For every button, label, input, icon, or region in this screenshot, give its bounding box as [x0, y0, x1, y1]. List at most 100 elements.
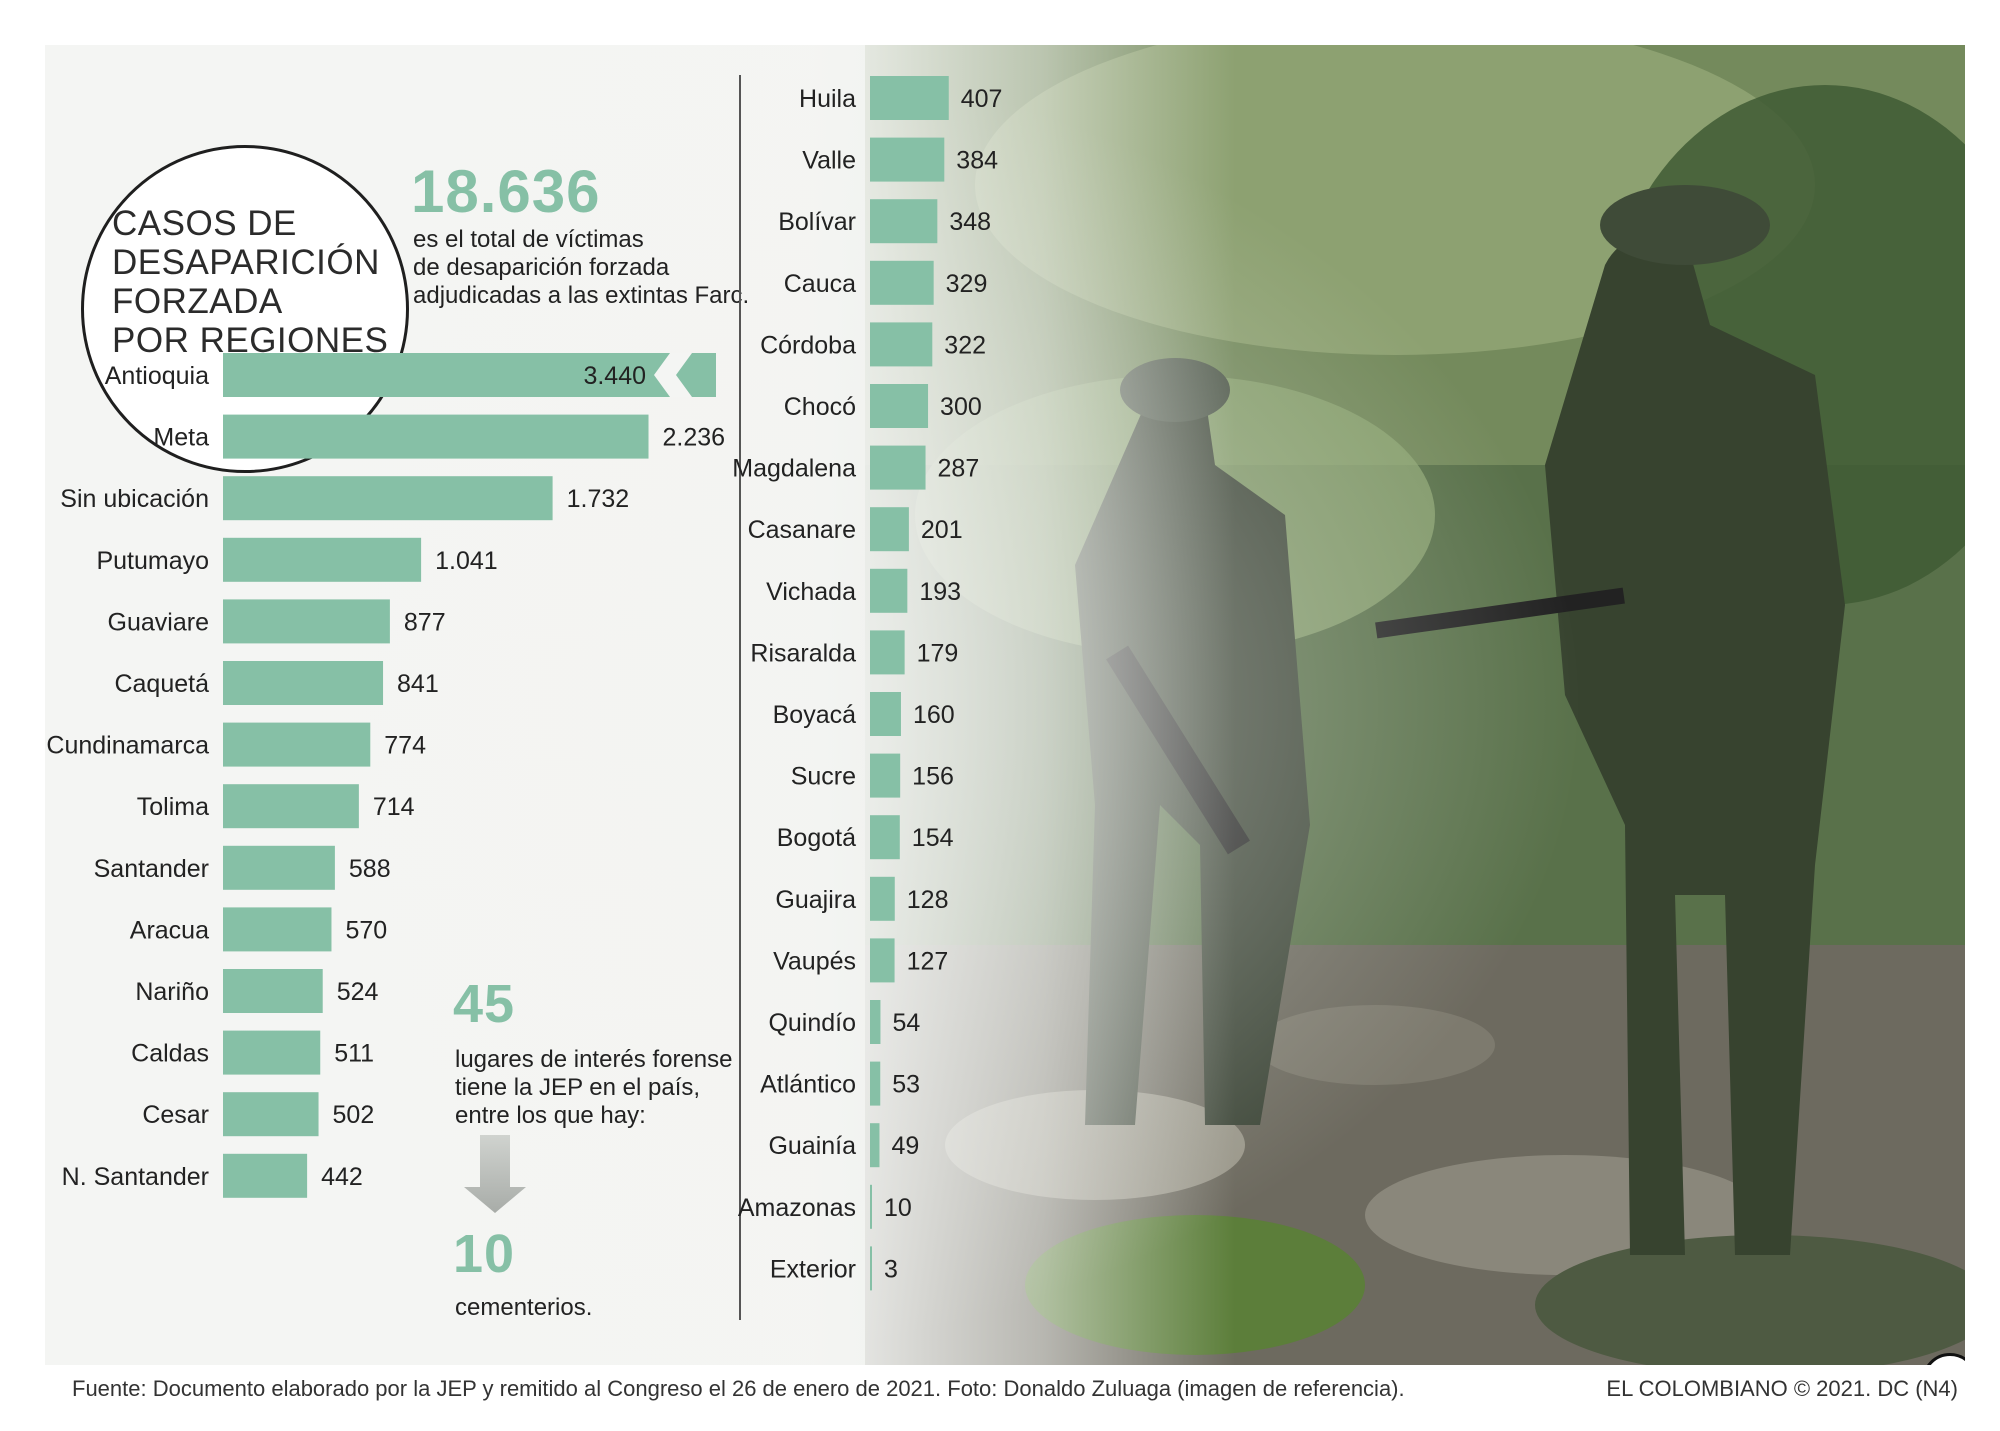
- category-label-huila: Huila: [799, 85, 856, 113]
- bar-cordoba: [870, 322, 933, 367]
- bar-magdalena: [870, 445, 926, 490]
- category-label-risaralda: Risaralda: [750, 639, 856, 667]
- bar-santander: [223, 845, 335, 890]
- value-label-guajira: 128: [907, 886, 949, 914]
- value-label-n-santander: 442: [321, 1163, 363, 1191]
- category-label-boyaca: Boyacá: [773, 701, 856, 729]
- category-label-quindio: Quindío: [768, 1009, 856, 1037]
- category-label-sin-ubicacion: Sin ubicación: [60, 485, 209, 513]
- value-label-aracua: 570: [345, 916, 387, 944]
- value-label-boyaca: 160: [913, 701, 955, 729]
- bar-caldas: [223, 1030, 321, 1075]
- value-label-choco: 300: [940, 393, 982, 421]
- total-victims-value: 18.636: [411, 158, 601, 225]
- category-label-exterior: Exterior: [770, 1255, 856, 1283]
- forensic-note-line: tiene la JEP en el país,: [455, 1074, 701, 1101]
- category-label-casanare: Casanare: [748, 516, 856, 544]
- category-label-bogota: Bogotá: [777, 824, 856, 852]
- bar-guajira: [870, 876, 895, 921]
- bar-quindio: [870, 1000, 881, 1044]
- value-label-guainia: 49: [891, 1132, 919, 1160]
- bar-sucre: [870, 753, 901, 798]
- value-label-caldas: 511: [334, 1040, 374, 1068]
- category-label-valle: Valle: [802, 147, 856, 175]
- value-label-meta: 2.236: [663, 424, 726, 452]
- bar-bolivar: [870, 199, 938, 244]
- bar-cundinamarca: [223, 722, 371, 767]
- left-bar-series: Antioquia 3.440 Meta 2.236 Sin ubicación 1.73…: [46, 353, 725, 1198]
- title-circle: CASOS DE DESAPARICIÓN FORZADA POR REGION…: [81, 145, 409, 473]
- credit-footer: EL COLOMBIANO © 2021. DC (N4): [1606, 1376, 1958, 1401]
- value-label-tolima: 714: [373, 793, 415, 821]
- bar-guainia: [870, 1123, 880, 1168]
- category-label-guaviare: Guaviare: [108, 608, 209, 636]
- category-label-magdalena: Magdalena: [732, 455, 856, 483]
- bar-aracua: [223, 907, 332, 952]
- category-label-guajira: Guajira: [775, 886, 856, 914]
- bar-guaviare: [223, 599, 390, 644]
- bar-boyaca: [870, 692, 901, 736]
- category-label-antioquia: Antioquia: [105, 362, 209, 390]
- category-label-meta: Meta: [153, 424, 209, 452]
- category-label-santander: Santander: [94, 855, 209, 883]
- category-label-n-santander: N. Santander: [62, 1163, 209, 1191]
- total-note-line: es el total de víctimas: [413, 226, 644, 253]
- bar-vaupes: [870, 938, 895, 983]
- bar-risaralda: [870, 630, 905, 675]
- value-label-bolivar: 348: [949, 208, 991, 236]
- value-label-quindio: 54: [892, 1009, 920, 1037]
- category-label-atlantico: Atlántico: [760, 1071, 856, 1099]
- value-label-huila: 407: [961, 85, 1003, 113]
- category-label-aracua: Aracua: [130, 916, 209, 944]
- bar-meta: [223, 414, 649, 459]
- axis-break-mark: [654, 353, 692, 397]
- bar-choco: [870, 384, 929, 428]
- bar-antioquia: [223, 353, 716, 397]
- bar-amazonas: [870, 1184, 872, 1229]
- value-label-cesar: 502: [333, 1101, 375, 1129]
- value-label-cundinamarca: 774: [384, 732, 426, 760]
- forensic-sites-note: lugares de interés forense tiene la JEP …: [455, 1046, 733, 1130]
- value-label-valle: 384: [956, 147, 998, 175]
- value-label-vaupes: 127: [907, 947, 949, 975]
- bar-valle: [870, 137, 945, 182]
- bar-sin-ubicacion: [223, 476, 553, 521]
- forensic-note-line: lugares de interés forense: [455, 1046, 733, 1073]
- bar-cesar: [223, 1092, 319, 1137]
- value-label-bogota: 154: [912, 824, 954, 852]
- category-label-narino: Nariño: [135, 978, 209, 1006]
- value-label-guaviare: 877: [404, 608, 446, 636]
- source-footer: Fuente: Documento elaborado por la JEP y…: [72, 1376, 1405, 1401]
- arrow-down-icon: [464, 1135, 526, 1213]
- value-label-sin-ubicacion: 1.732: [567, 485, 630, 513]
- value-label-cauca: 329: [946, 270, 988, 298]
- regions-bar-chart: Antioquia 3.440 Meta 2.236 Sin ubicación 1.73…: [46, 75, 1003, 1320]
- category-label-bolivar: Bolívar: [778, 208, 856, 236]
- total-note-line: de desaparición forzada: [413, 254, 670, 281]
- right-bar-series: Huila 407 Valle 384 Bolívar 348 Cauca 329 Córdob…: [732, 76, 1003, 1291]
- value-label-narino: 524: [337, 978, 379, 1006]
- value-label-casanare: 201: [921, 516, 963, 544]
- value-label-sucre: 156: [912, 763, 954, 791]
- category-label-sucre: Sucre: [791, 763, 856, 791]
- forensic-sites-value: 45: [453, 974, 516, 1034]
- value-label-amazonas: 10: [884, 1194, 912, 1222]
- category-label-choco: Chocó: [784, 393, 856, 421]
- category-label-guainia: Guainía: [768, 1132, 856, 1160]
- bar-narino: [223, 969, 323, 1013]
- value-label-atlantico: 53: [892, 1071, 920, 1099]
- bar-vichada: [870, 568, 908, 613]
- bar-caqueta: [223, 661, 384, 705]
- value-label-caqueta: 841: [397, 670, 439, 698]
- total-note-line: adjudicadas a las extintas Farc.: [413, 282, 750, 309]
- bar-bogota: [870, 815, 900, 860]
- value-label-antioquia: 3.440: [583, 362, 646, 390]
- category-label-cundinamarca: Cundinamarca: [46, 732, 209, 760]
- infographic-panel: CASOS DE DESAPARICIÓN FORZADA POR REGION…: [45, 45, 1965, 1365]
- category-label-putumayo: Putumayo: [96, 547, 209, 575]
- value-label-magdalena: 287: [938, 455, 980, 483]
- category-label-vichada: Vichada: [766, 578, 856, 606]
- value-label-santander: 588: [349, 855, 391, 883]
- category-label-cesar: Cesar: [142, 1101, 209, 1129]
- value-label-risaralda: 179: [917, 639, 959, 667]
